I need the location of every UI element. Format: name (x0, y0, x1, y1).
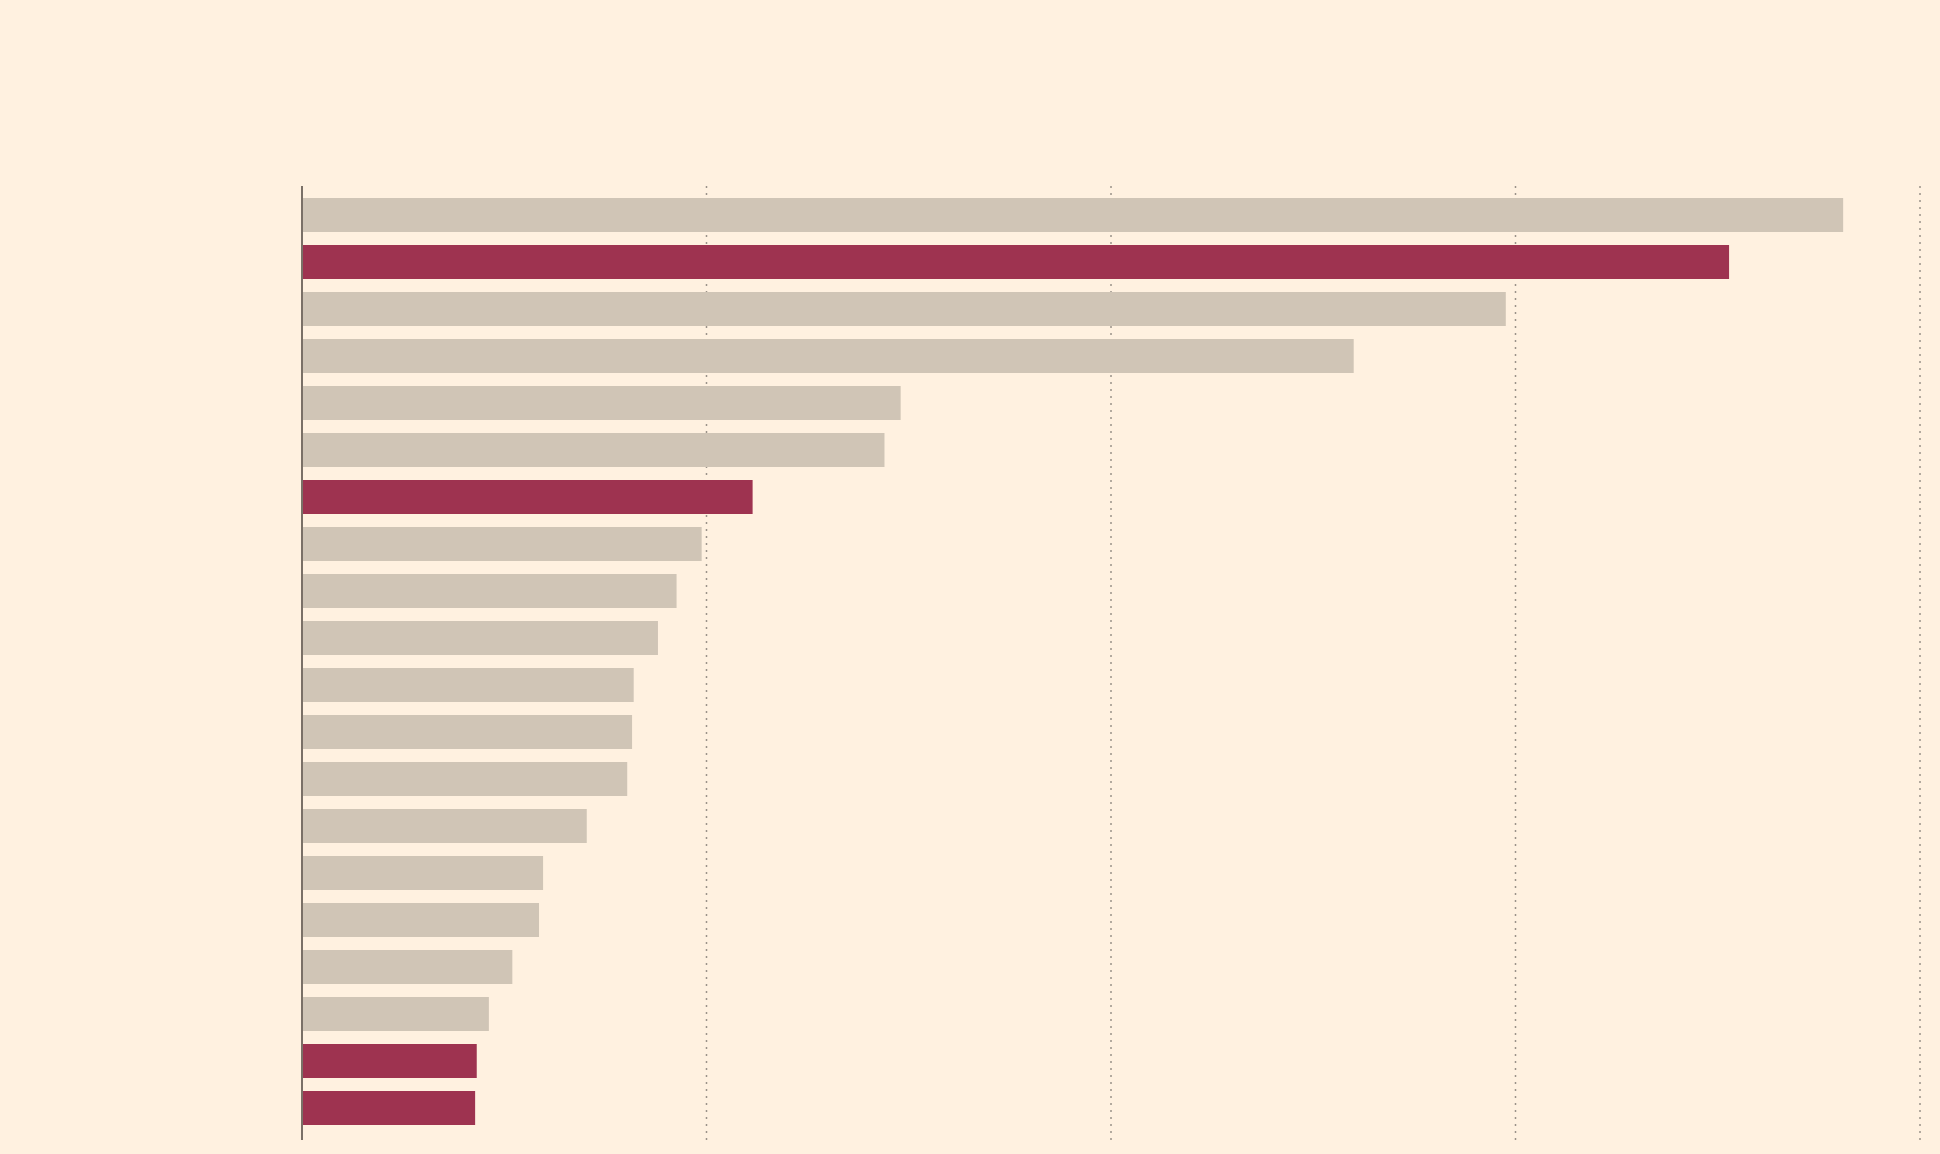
bar (302, 433, 885, 467)
bar (302, 292, 1506, 326)
bar (302, 198, 1844, 232)
bar (302, 386, 901, 420)
bar (302, 668, 634, 702)
bar (302, 856, 544, 890)
bar-highlighted (302, 245, 1730, 279)
bar (302, 997, 489, 1031)
bar (302, 527, 702, 561)
bar (302, 339, 1354, 373)
bar (302, 809, 587, 843)
bars (302, 198, 1844, 1125)
gridlines (705, 186, 1921, 1140)
bar-highlighted (302, 1044, 477, 1078)
bar-highlighted (302, 480, 753, 514)
bar-highlighted (302, 1091, 476, 1125)
bar (302, 903, 540, 937)
bar (302, 762, 628, 796)
bar (302, 950, 513, 984)
bar (302, 574, 677, 608)
bar (302, 621, 658, 655)
bar (302, 715, 633, 749)
